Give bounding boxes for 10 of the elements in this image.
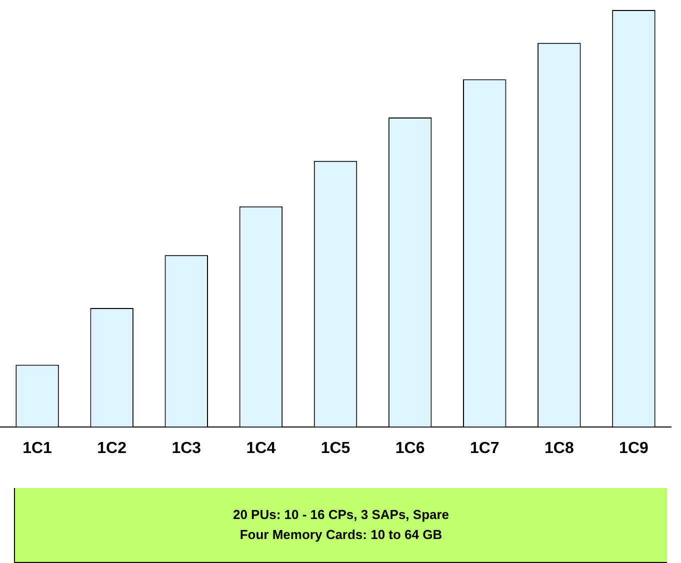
x-tick-label: 1C3: [172, 440, 202, 457]
x-tick-label: 1C5: [320, 440, 350, 457]
x-tick-label: 1C1: [22, 440, 52, 457]
note-box: 20 PUs: 10 - 16 CPs, 3 SAPs, Spare Four Memory Cards: 10 to 64 GB: [14, 488, 667, 563]
x-tick-label: 1C8: [544, 440, 574, 457]
x-tick-label: 1C9: [619, 440, 648, 457]
x-tick-label: 1C2: [97, 440, 127, 457]
x-tick-label: 1C6: [395, 440, 425, 457]
x-tick-label: 1C7: [470, 440, 500, 457]
x-tick-label: 1C4: [246, 440, 276, 457]
